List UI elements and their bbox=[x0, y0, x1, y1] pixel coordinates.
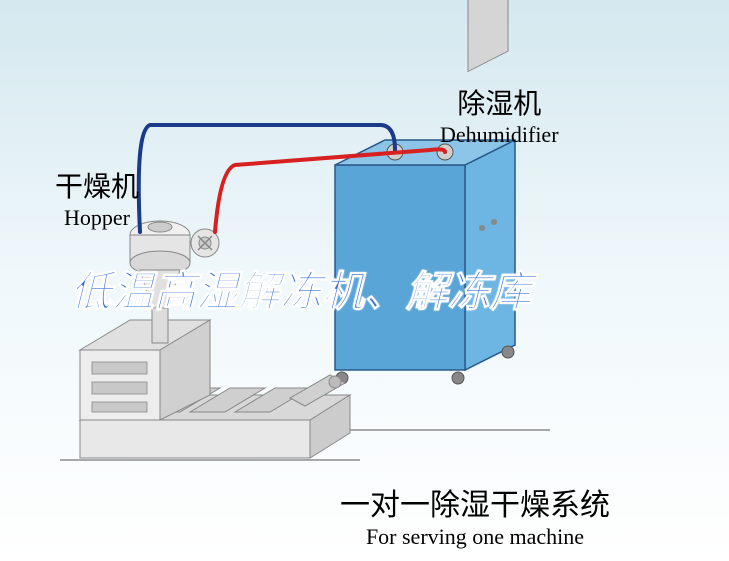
extruder-machine bbox=[80, 308, 350, 458]
system-label-en: For serving one machine bbox=[340, 524, 610, 550]
dehumidifier-label-cn: 除湿机 bbox=[440, 82, 559, 122]
hopper-label-cn: 干燥机 bbox=[55, 165, 139, 205]
hopper-label-en: Hopper bbox=[55, 205, 139, 231]
hopper-label: 干燥机 Hopper bbox=[55, 165, 139, 231]
watermark-text: 低温高湿解冻机、解冻库 bbox=[70, 258, 532, 319]
dehumidifier-machine bbox=[335, 0, 515, 384]
dehumidifier-label: 除湿机 Dehumidifier bbox=[440, 82, 559, 148]
system-label-cn: 一对一除湿干燥系统 bbox=[340, 480, 610, 524]
dehumidifier-label-en: Dehumidifier bbox=[440, 122, 559, 148]
system-label: 一对一除湿干燥系统 For serving one machine bbox=[340, 480, 610, 550]
